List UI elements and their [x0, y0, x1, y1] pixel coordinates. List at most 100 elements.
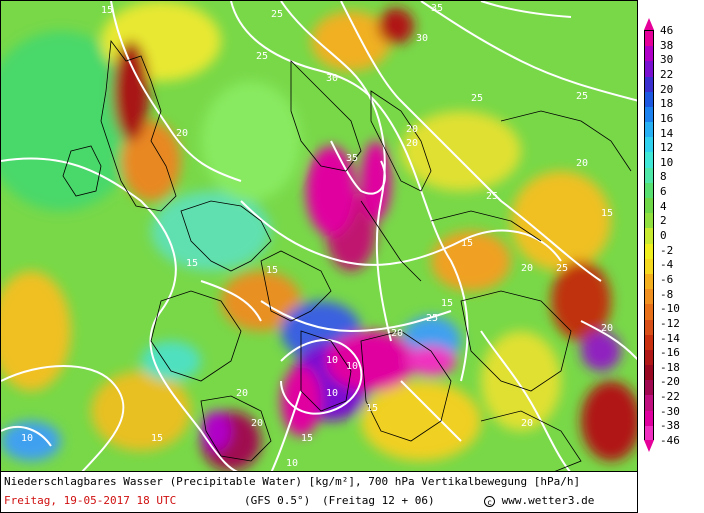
- isoline-value-label: 25: [556, 263, 568, 274]
- legend-tick-label: 12: [660, 141, 674, 155]
- isoline-labels: 15 25303525203530252015252015101520252015…: [21, 3, 613, 469]
- legend-swatch: [645, 349, 653, 366]
- isoline-value-label: 15: [366, 403, 378, 414]
- legend-swatch: [645, 61, 653, 78]
- legend-tick-label: -4: [660, 258, 674, 272]
- isoline-value-label: 30: [416, 33, 428, 44]
- legend-swatch: [645, 380, 653, 396]
- legend-swatch: [645, 31, 653, 47]
- legend-swatch: [645, 91, 653, 108]
- legend-swatch: [645, 122, 653, 138]
- legend-tick-label: 18: [660, 97, 674, 111]
- legend-tick-label: 8: [660, 170, 667, 184]
- copyright-icon: c: [484, 495, 495, 507]
- isoline-value-label: 10: [286, 458, 298, 469]
- legend-tick-label: 30: [660, 53, 674, 67]
- legend-swatch: [645, 410, 653, 427]
- isoline-value-label: 35: [346, 153, 358, 164]
- model-run: (Freitag 12 + 06): [322, 494, 435, 507]
- isoline-value-label: 10: [326, 355, 338, 366]
- legend-tick-label: 16: [660, 111, 674, 125]
- isoline-value-label: 20: [406, 124, 418, 135]
- isoline-value-label: 15: [461, 238, 473, 249]
- isoline-value-label: 20: [576, 158, 588, 169]
- legend-swatch: [645, 46, 653, 62]
- caption-title: Niederschlagbares Wasser (Precipitable W…: [4, 475, 581, 488]
- legend-swatch: [645, 289, 653, 305]
- legend-tick-label: -6: [660, 272, 674, 286]
- legend-tick-label: -22: [660, 390, 680, 404]
- legend-color-bar: [644, 30, 654, 442]
- legend-tick-label: 2: [660, 214, 667, 228]
- isoline-value-label: 15: [441, 298, 453, 309]
- legend-swatch: [645, 182, 653, 199]
- legend-tick-label: -38: [660, 419, 680, 433]
- legend-swatch: [645, 319, 653, 336]
- isoline-value-label: 15: [301, 433, 313, 444]
- legend-tick-label: -2: [660, 243, 674, 257]
- legend-swatch: [645, 334, 653, 351]
- valid-date: Freitag, 19-05-2017 18 UTC: [4, 494, 177, 507]
- isoline-value-label: 20: [521, 263, 533, 274]
- legend-swatch: [645, 152, 653, 169]
- legend-swatch: [645, 167, 653, 184]
- legend-tick-label: 4: [660, 199, 667, 213]
- isoline-value-label: 35: [431, 3, 443, 14]
- legend-tick-label: 6: [660, 185, 667, 199]
- isoline-value-label: 25: [471, 93, 483, 104]
- isoline-value-label: 25: [486, 191, 498, 202]
- caption-info-row: Freitag, 19-05-2017 18 UTC (GFS 0.5°) (F…: [4, 494, 634, 507]
- legend-tick-label: 38: [660, 38, 674, 52]
- isoline-value-label: 25: [576, 91, 588, 102]
- legend-swatch: [645, 304, 653, 320]
- legend-tick-label: -16: [660, 346, 680, 360]
- credit-text: www.wetter3.de: [501, 494, 595, 507]
- legend-swatch: [645, 198, 653, 214]
- isoline-value-label: 20: [406, 138, 418, 149]
- legend-tick-label: -8: [660, 287, 674, 301]
- legend-swatch: [645, 243, 653, 260]
- legend-tick-label: -46: [660, 434, 680, 447]
- isoline-value-label: 20: [521, 418, 533, 429]
- isoline-value-label: 15: [101, 5, 113, 16]
- legend-swatch: [645, 365, 653, 381]
- isoline-value-label: 20: [391, 328, 403, 339]
- isoline-value-label: 10: [346, 361, 358, 372]
- legend-tick-label: -30: [660, 404, 680, 418]
- isoline-value-label: 15: [601, 208, 613, 219]
- isoline-value-label: 30: [326, 73, 338, 84]
- legend-swatch: [645, 76, 653, 93]
- legend-swatch: [645, 106, 653, 123]
- isoline-value-label: 20: [251, 418, 263, 429]
- vertical-motion-isolines: [1, 1, 637, 471]
- legend-swatch: [645, 425, 653, 442]
- isoline-value-label: 20: [176, 128, 188, 139]
- isoline-value-label: 20: [601, 323, 613, 334]
- map-caption: Niederschlagbares Wasser (Precipitable W…: [0, 472, 638, 513]
- legend-tick-label: 46: [660, 24, 674, 37]
- legend-tick-label: 14: [660, 126, 674, 140]
- isoline-value-label: 10: [21, 433, 33, 444]
- weather-map: 15 25 30 35 25 20 35 30 25 20 15 25 20 15 10 15 20 25 20 15…: [0, 0, 638, 472]
- isoline-value-label: 25: [426, 313, 438, 324]
- color-legend: 46 38 30 22 20 18 16 14 12 10 8 6 4 2 0 -2 -4 -6 -8 -10 -12-…: [640, 18, 704, 460]
- credit-link[interactable]: c www.wetter3.de: [484, 494, 594, 507]
- legend-tick-label: -10: [660, 302, 680, 316]
- map-canvas: 15 25303525203530252015252015101520252015…: [1, 1, 637, 471]
- legend-swatch: [645, 137, 653, 153]
- legend-swatch: [645, 273, 653, 290]
- coastlines: [62, 39, 632, 471]
- legend-tick-label: 20: [660, 82, 674, 96]
- legend-tick-label: -14: [660, 331, 680, 345]
- legend-tick-label: -18: [660, 360, 680, 374]
- isoline-value-label: 15: [266, 265, 278, 276]
- model-name: (GFS 0.5°): [244, 494, 311, 507]
- legend-swatch: [645, 228, 653, 245]
- isoline-value-label: 15: [151, 433, 163, 444]
- isoline-value-label: 10: [326, 388, 338, 399]
- legend-tick-label: 0: [660, 229, 667, 242]
- isoline-value-label: 15: [186, 258, 198, 269]
- legend-swatch: [645, 395, 653, 412]
- legend-tick-label: -20: [660, 375, 680, 389]
- legend-swatch: [645, 213, 653, 229]
